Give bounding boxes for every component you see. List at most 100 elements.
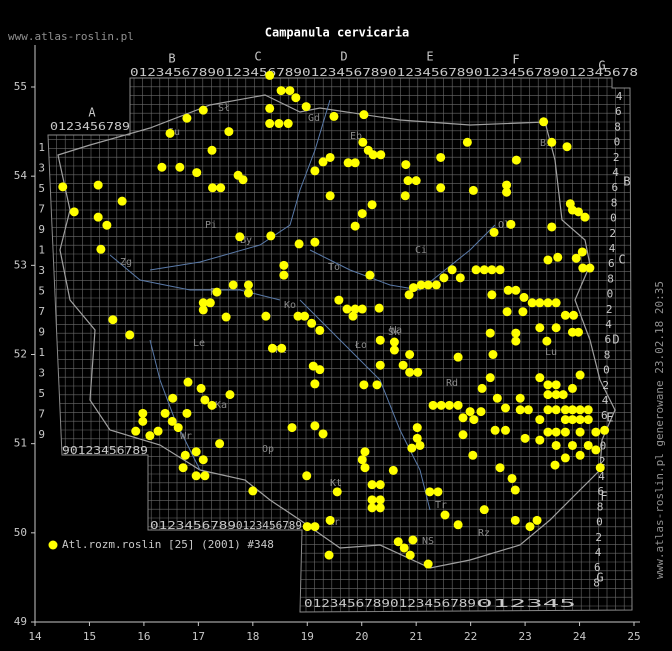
grid-digit: 0 xyxy=(614,136,621,149)
record-point xyxy=(138,408,148,418)
record-point xyxy=(138,416,148,426)
record-point xyxy=(591,427,601,437)
record-point xyxy=(558,390,568,400)
place-label: Sk xyxy=(388,327,400,338)
record-point xyxy=(291,93,301,103)
record-point xyxy=(399,543,409,553)
y-tick-label: 50 xyxy=(14,526,27,539)
place-label: Rz xyxy=(478,528,490,539)
record-point xyxy=(511,285,521,295)
place-label: Lu xyxy=(545,347,557,358)
grid-digit: 0 xyxy=(607,288,614,301)
record-point xyxy=(413,367,423,377)
record-point xyxy=(423,280,433,290)
record-point xyxy=(408,535,418,545)
record-point xyxy=(334,295,344,305)
record-point xyxy=(543,427,553,437)
record-point xyxy=(575,370,585,380)
record-point xyxy=(300,311,310,321)
record-point xyxy=(453,400,463,410)
record-point xyxy=(575,427,585,437)
record-point xyxy=(468,450,478,460)
record-point xyxy=(458,413,468,423)
record-point xyxy=(329,111,339,121)
record-point xyxy=(358,137,368,147)
record-point xyxy=(388,465,398,475)
place-label: Le xyxy=(193,338,205,349)
record-point xyxy=(350,304,360,314)
record-point xyxy=(302,522,312,532)
y-tick-label: 53 xyxy=(14,258,27,271)
y-tick-label: 51 xyxy=(14,437,27,450)
grid-digit: 6 xyxy=(608,257,615,270)
record-point xyxy=(131,426,141,436)
record-point xyxy=(573,327,583,337)
record-point xyxy=(551,323,561,333)
record-point xyxy=(243,280,253,290)
record-point xyxy=(431,280,441,290)
square-letter: G xyxy=(596,571,603,585)
record-point xyxy=(302,471,312,481)
record-point xyxy=(433,487,443,497)
record-point xyxy=(357,455,367,465)
record-point xyxy=(325,191,335,201)
record-point xyxy=(462,137,472,147)
record-point xyxy=(583,415,593,425)
record-point xyxy=(487,265,497,275)
record-point xyxy=(360,447,370,457)
grid-digit: 0 xyxy=(596,516,603,529)
record-point xyxy=(487,290,497,300)
record-point xyxy=(523,405,533,415)
record-point xyxy=(389,337,399,347)
grid-digits: 0123456789 xyxy=(388,66,474,79)
square-letter: C xyxy=(618,253,625,267)
record-point xyxy=(577,247,587,257)
record-point xyxy=(479,265,489,275)
record-point xyxy=(465,407,475,417)
grid-outline xyxy=(47,77,633,613)
record-point xyxy=(489,227,499,237)
record-point xyxy=(238,175,248,185)
record-point xyxy=(301,102,311,112)
record-point xyxy=(535,415,545,425)
record-point xyxy=(468,185,478,195)
record-point xyxy=(307,318,317,328)
y-tick-label: 49 xyxy=(14,615,27,628)
record-point xyxy=(485,373,495,383)
record-point xyxy=(404,290,414,300)
record-point xyxy=(216,183,226,193)
record-point xyxy=(573,207,583,217)
record-point xyxy=(117,196,127,206)
grid-digit: 2 xyxy=(606,303,613,316)
record-point xyxy=(375,335,385,345)
grid-digits: 0123456789 xyxy=(130,66,216,79)
grid-digits: 0123456789 xyxy=(390,597,476,610)
record-point xyxy=(318,429,328,439)
grid-digit: 2 xyxy=(602,379,609,392)
record-point xyxy=(167,416,177,426)
grid-digits: 0123456789 xyxy=(150,519,236,532)
record-point xyxy=(398,360,408,370)
grid-digits: 0123456789 xyxy=(302,66,388,79)
record-point xyxy=(447,265,457,275)
grid-digits: 0123456789 xyxy=(474,66,560,79)
place-label: NS xyxy=(422,536,434,547)
record-point xyxy=(543,390,553,400)
record-point xyxy=(389,345,399,355)
x-tick-label: 23 xyxy=(518,630,531,643)
grid-digit: 3 xyxy=(38,162,45,175)
record-point xyxy=(198,305,208,315)
grid-digit: 0 xyxy=(610,212,617,225)
record-point xyxy=(488,350,498,359)
record-point xyxy=(527,298,537,308)
record-point xyxy=(165,128,175,138)
record-point xyxy=(205,298,215,308)
grid-digit: 3 xyxy=(38,367,45,380)
record-point xyxy=(310,421,320,431)
record-point xyxy=(511,328,521,338)
record-point xyxy=(215,439,225,449)
record-point xyxy=(207,400,217,410)
place-label: Kt xyxy=(330,478,342,489)
record-point xyxy=(212,287,222,297)
record-point xyxy=(145,431,155,441)
